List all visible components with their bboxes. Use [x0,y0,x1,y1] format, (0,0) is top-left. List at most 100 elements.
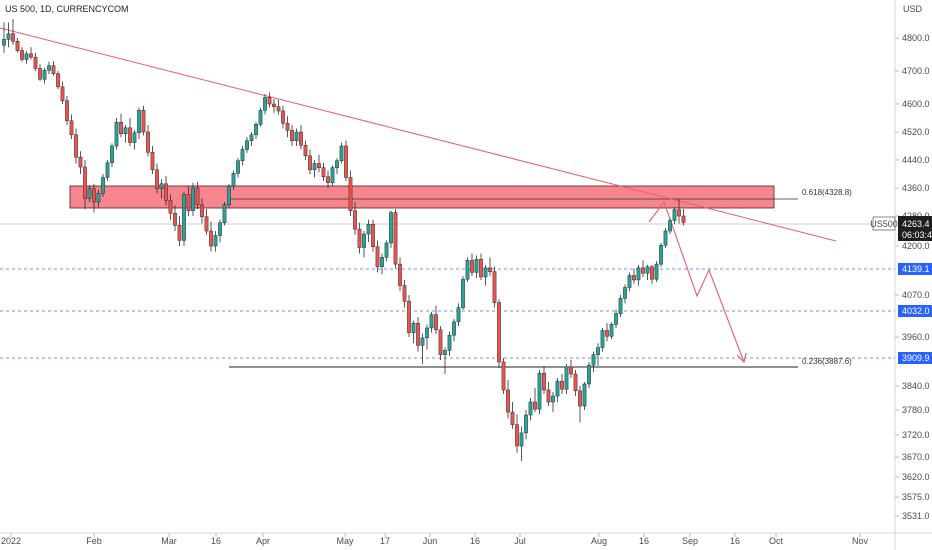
candle [645,264,650,280]
candle [182,191,186,246]
candle [483,264,488,286]
candle [492,266,497,308]
level-badge-label: 4139.1 [902,264,930,274]
candle [65,95,69,125]
candle [83,160,87,209]
candle-body [488,267,492,272]
candle-body [254,124,258,136]
symbol-badge [872,216,896,231]
candle [29,47,33,60]
candle-body [654,263,659,280]
candle [609,322,614,340]
candle [6,22,11,48]
time-tick-label: 2022 [1,536,21,546]
candle-body [398,263,402,286]
candle [420,333,425,364]
candle-body [119,121,123,134]
resistance-zone [69,185,775,209]
candle [114,118,119,150]
candle [150,146,155,174]
time-tick-label: Mar [161,536,177,546]
candle [74,128,78,164]
candle-body [456,307,461,323]
candle-body [357,228,362,248]
price-tick-label: 3960.0 [902,332,930,342]
resistance-zone-layer [69,185,798,209]
current-price-badge [898,216,932,241]
candle-body [204,216,209,232]
candle [312,160,317,178]
candle [456,303,461,327]
candle [308,149,312,174]
candle [623,284,627,304]
candle [326,170,330,188]
candle-body [312,163,317,171]
candle-body [519,432,524,447]
candle-body [371,224,375,248]
candle [344,140,348,181]
fib-236-label: 0.236(3887.6) [802,357,852,366]
candle-body [236,160,240,174]
candle [173,205,177,231]
candle-body [47,65,51,71]
candle [249,132,254,146]
candle [33,52,38,71]
candle-body [114,121,119,147]
candle [236,158,240,178]
candle-body [335,160,339,168]
candle-body [582,383,587,407]
candle [366,219,371,243]
candle-body [407,301,411,333]
candle-body [326,176,330,184]
candle [668,217,672,234]
candle-body [623,287,627,299]
candle [132,130,137,150]
candle [11,19,15,45]
candle-body [60,86,65,101]
candle [393,209,398,269]
candle [15,38,20,53]
candle-body [317,163,321,168]
time-tick-label: 16 [639,536,649,546]
candle-body [645,266,650,274]
candle [218,219,222,243]
candle-body [420,337,425,346]
candle [438,326,443,360]
candles-layer [2,19,686,461]
candle-body [366,224,371,235]
candle [573,369,578,396]
candle-body [51,65,56,74]
candle [452,318,456,342]
candle-body [321,167,326,178]
candle [627,272,632,292]
candle [285,116,290,138]
candle [375,240,380,273]
candle [510,402,515,429]
candle [681,209,686,226]
candle [204,209,209,235]
time-axis: 2022 Feb Mar 16 Apr May 17 Jun 16 Jul Aug 16 Sep 16 Oc… [1,533,868,546]
candle [506,379,510,419]
time-tick-label: Feb [86,536,102,546]
candle [596,343,600,366]
candle [515,414,519,453]
candle-body [83,166,87,199]
candle [186,186,191,216]
candle [222,202,227,226]
candle [434,305,438,335]
candle-body [15,41,20,51]
candle [641,260,645,277]
candle [254,122,258,139]
level-badge-label: 3909.9 [902,353,930,363]
candle-body [362,233,366,248]
candle-body [668,220,672,232]
candle-body [618,298,623,314]
candle [321,162,326,181]
candle [42,67,47,84]
price-tick-label: 4520.0 [902,127,930,137]
candle-body [542,372,546,391]
candle [672,207,677,225]
candle-body [182,194,186,241]
candle [357,222,362,254]
